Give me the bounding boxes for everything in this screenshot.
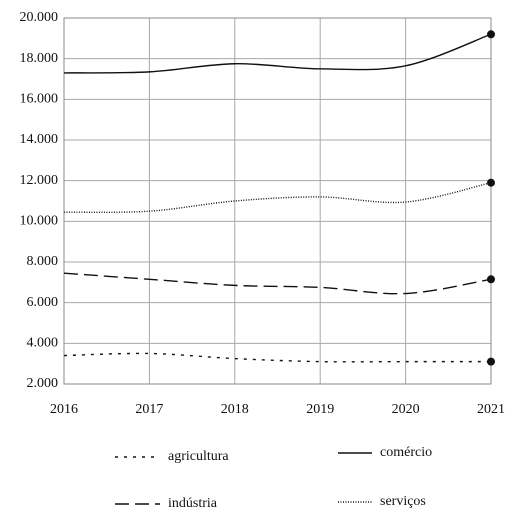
y-tick-label: 20.000 — [20, 10, 59, 25]
y-tick-label: 16.000 — [20, 92, 59, 107]
x-tick-label: 2018 — [221, 402, 249, 417]
y-tick-label: 6.000 — [27, 295, 59, 310]
y-tick-label: 8.000 — [27, 254, 59, 269]
x-tick-label: 2021 — [477, 402, 505, 417]
y-tick-label: 10.000 — [20, 214, 59, 229]
x-tick-label: 2017 — [135, 402, 163, 417]
y-tick-label: 12.000 — [20, 173, 59, 188]
line-series — [63, 33, 492, 74]
end-point — [487, 178, 495, 187]
x-tick-label: 2019 — [306, 402, 334, 417]
line-series — [63, 272, 492, 295]
end-point — [487, 30, 495, 39]
end-point — [487, 275, 495, 284]
x-tick-label: 2016 — [50, 402, 78, 417]
y-tick-label: 4.000 — [27, 336, 59, 351]
x-tick-label: 2020 — [392, 402, 420, 417]
y-tick-label: 14.000 — [20, 132, 59, 147]
plot-frame — [63, 17, 492, 385]
y-tick-label: 2.000 — [27, 376, 59, 391]
y-tick-label: 18.000 — [20, 51, 59, 66]
legend-label: serviços — [380, 494, 426, 509]
line-series — [63, 182, 492, 214]
end-point — [487, 357, 495, 366]
legend-label: indústria — [168, 496, 218, 511]
legend-label: agricultura — [168, 449, 229, 464]
line-series — [63, 352, 492, 363]
legend-label: comércio — [380, 445, 432, 460]
